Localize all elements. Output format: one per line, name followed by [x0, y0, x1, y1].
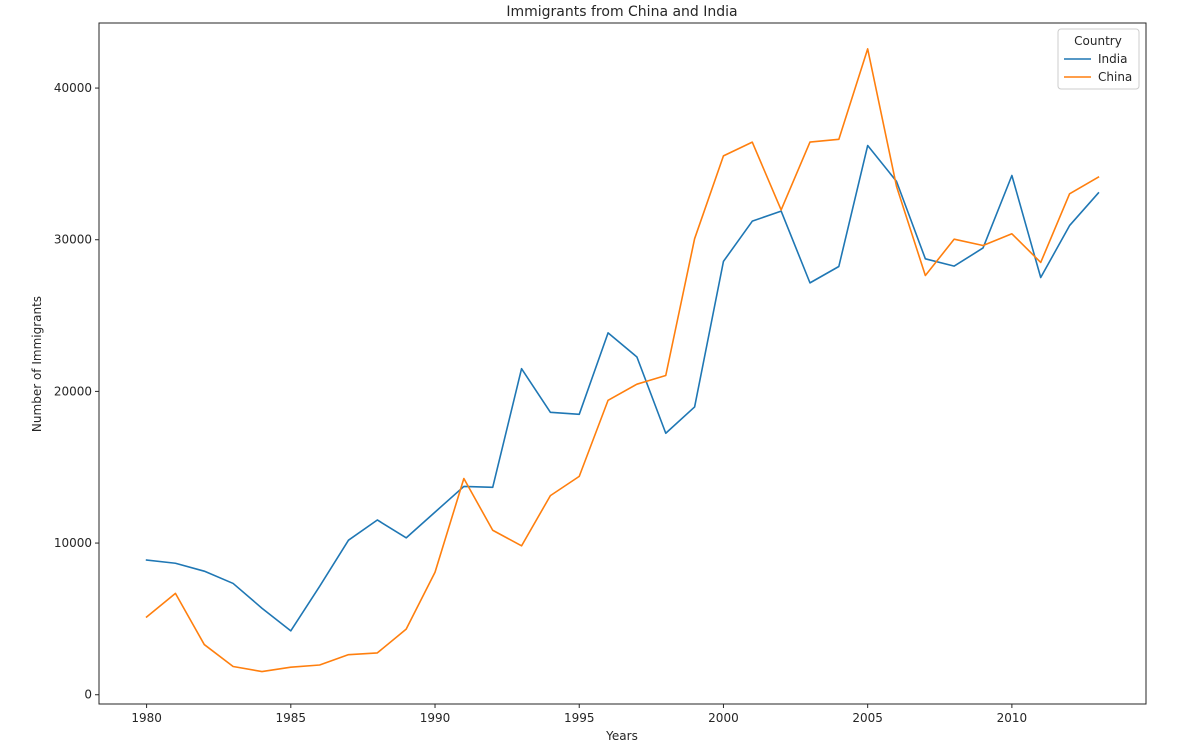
axes-frame [98, 22, 1147, 705]
x-tick-label: 1980 [131, 711, 162, 725]
y-axis-label: Number of Immigrants [30, 296, 44, 432]
y-tick-label: 0 [84, 688, 92, 702]
y-axis: 0 10000 20000 30000 40000 [54, 81, 99, 702]
x-axis: 1980 1985 1990 1995 2000 2005 2010 [131, 704, 1027, 725]
x-tick-label: 1995 [564, 711, 595, 725]
series-line-india [145, 144, 1100, 632]
x-axis-label: Years [605, 729, 638, 743]
legend: Country India China [1057, 28, 1140, 90]
legend-box [1057, 28, 1140, 90]
x-tick-label: 1990 [420, 711, 451, 725]
chart-title: Immigrants from China and India [506, 4, 737, 20]
y-tick-label: 30000 [54, 233, 92, 247]
x-tick-label: 2005 [852, 711, 883, 725]
y-tick-label: 20000 [54, 384, 92, 398]
plot-area [145, 48, 1100, 673]
x-tick-label: 2000 [708, 711, 739, 725]
series-line-china [145, 48, 1100, 673]
x-tick-label: 2010 [997, 711, 1028, 725]
legend-label-china: China [1098, 70, 1132, 84]
legend-label-india: India [1098, 52, 1127, 66]
y-tick-label: 10000 [54, 536, 92, 550]
legend-title: Country [1074, 34, 1122, 48]
x-tick-label: 1985 [276, 711, 307, 725]
y-tick-label: 40000 [54, 81, 92, 95]
